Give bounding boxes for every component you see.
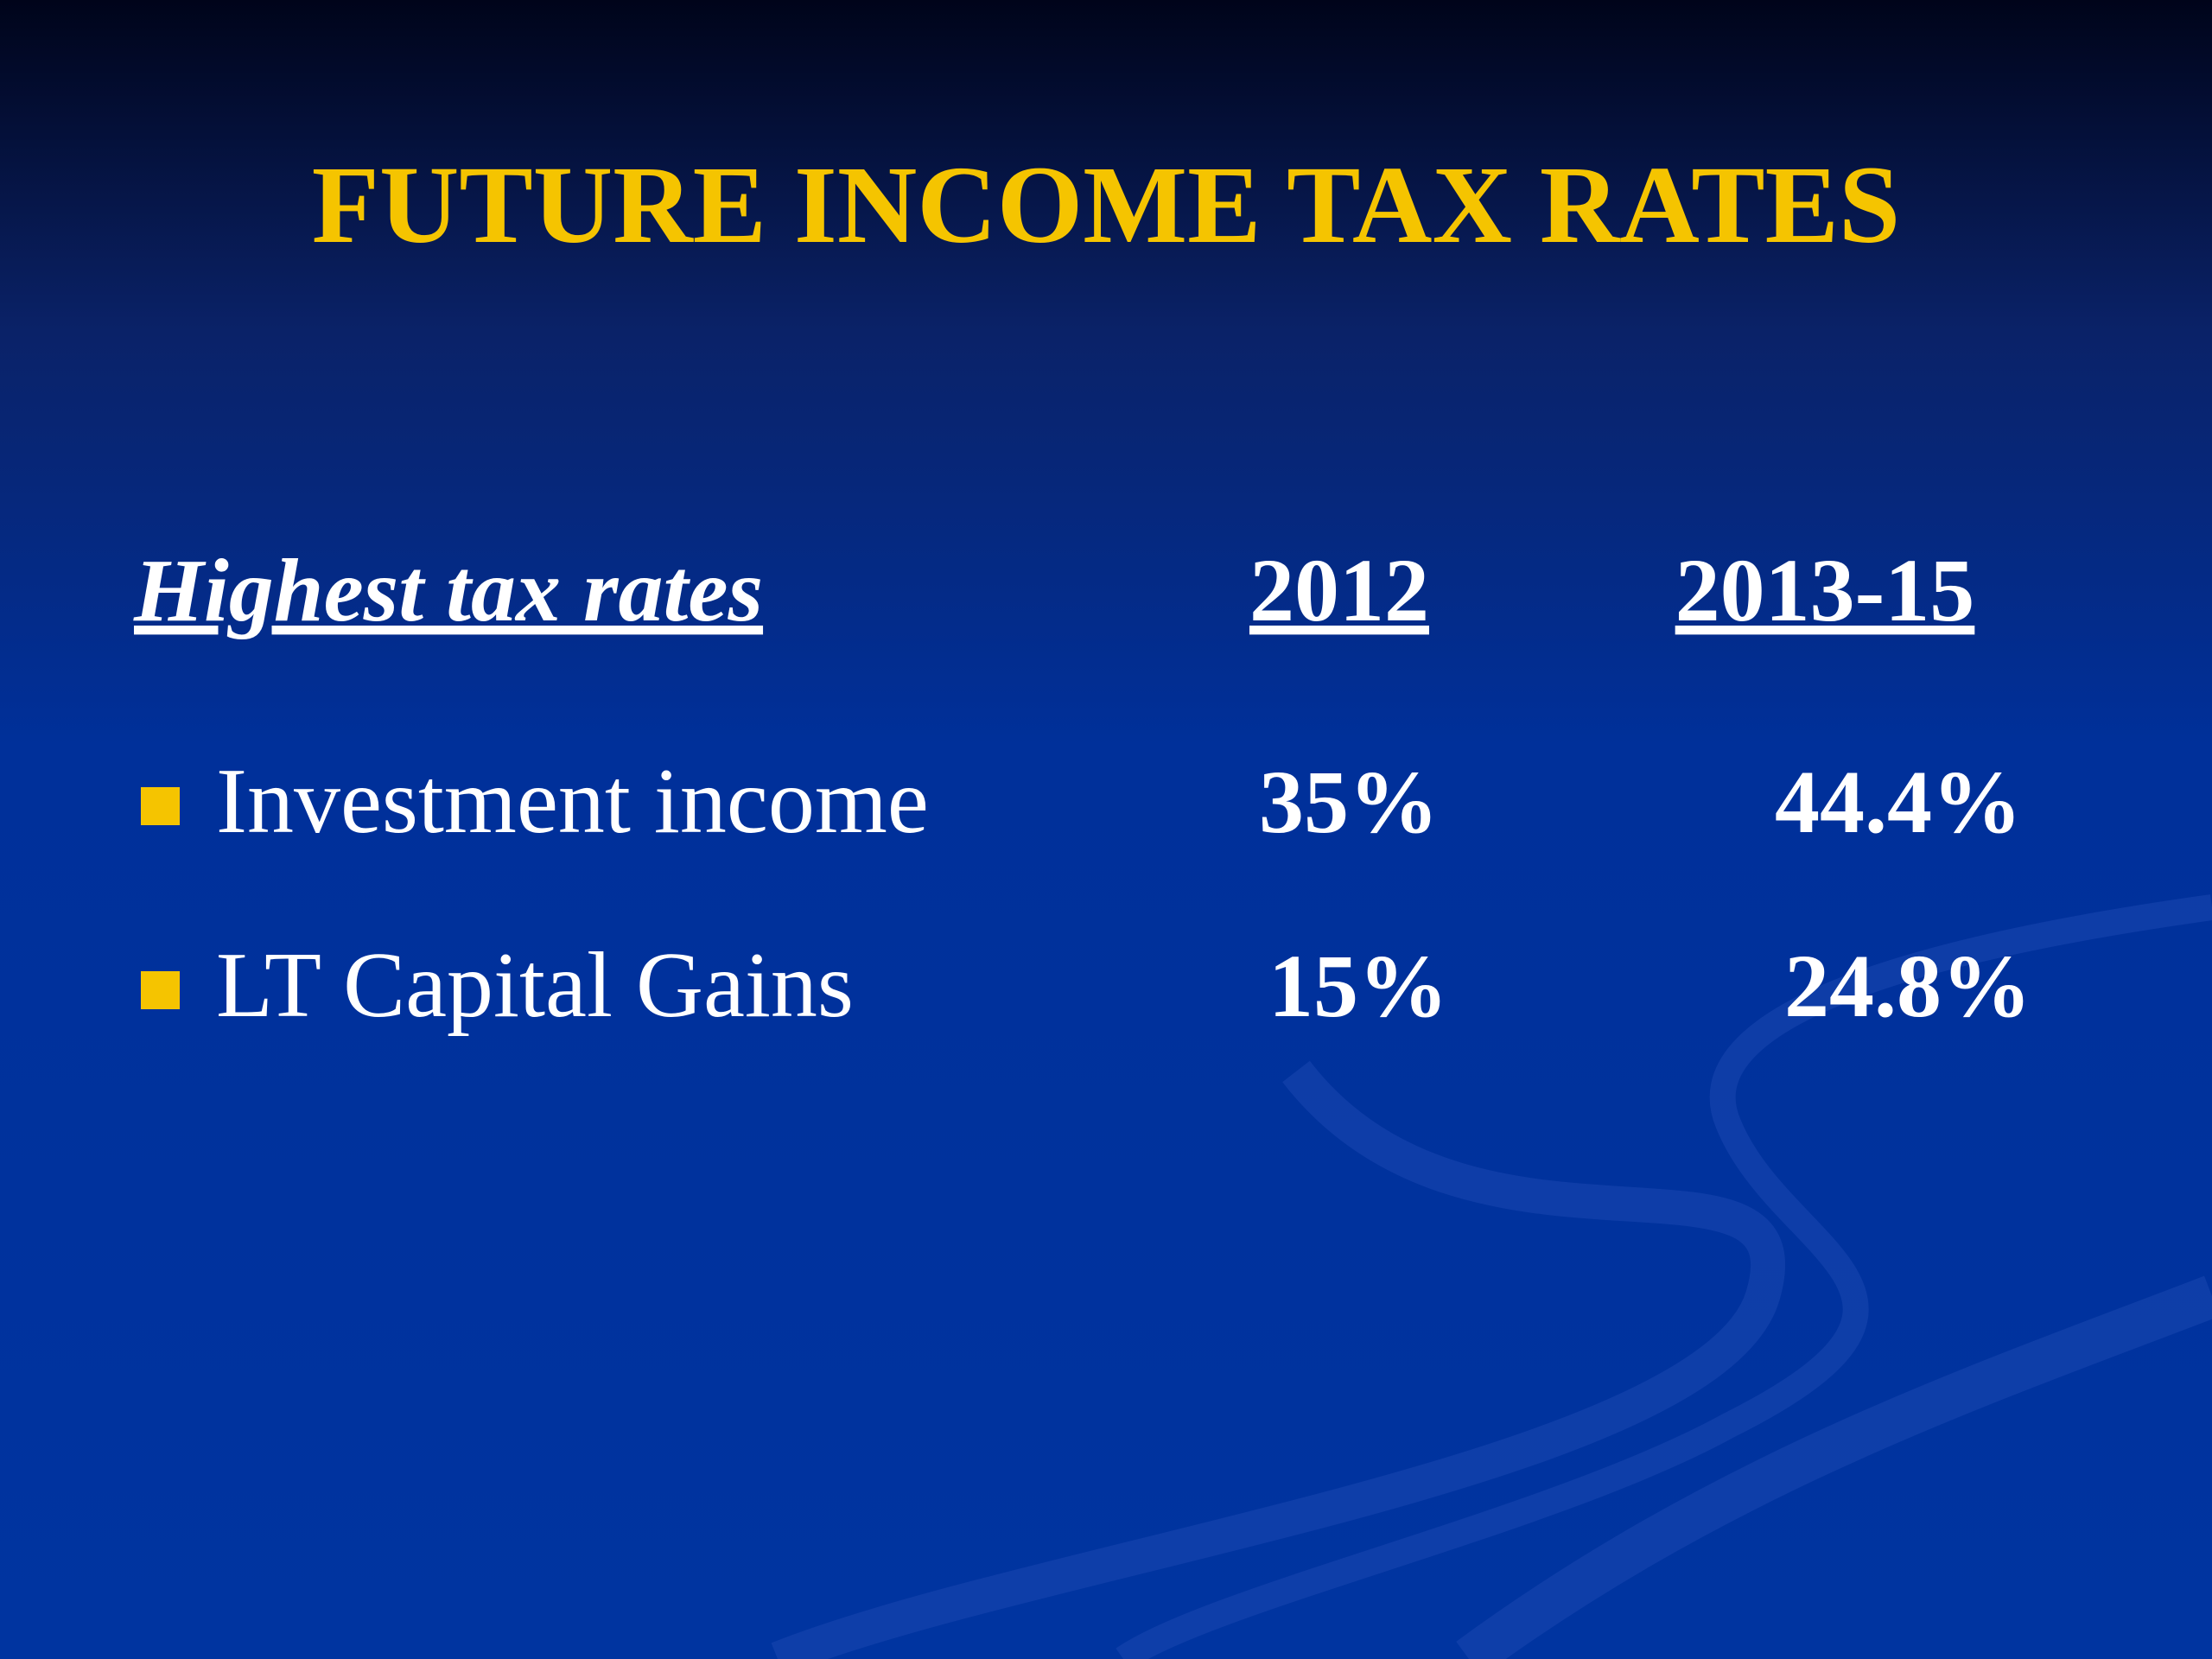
row-label: Investment income (216, 750, 929, 853)
column-header: 2012 (1249, 541, 1429, 640)
bullet (141, 787, 180, 825)
bullet (141, 971, 180, 1009)
cell: 24.8% (1784, 937, 2031, 1036)
swoosh-decoration (771, 894, 2212, 1659)
row-label: LT Capital Gains (216, 934, 854, 1037)
column-header: Highest tax rates (133, 541, 763, 640)
cell: 44.4% (1775, 753, 2022, 852)
column-header: 2013-15 (1675, 541, 1975, 640)
cell: 35% (1259, 753, 1439, 852)
cell: 15% (1268, 937, 1448, 1036)
title: FUTURE INCOME TAX RATES (312, 143, 1900, 266)
